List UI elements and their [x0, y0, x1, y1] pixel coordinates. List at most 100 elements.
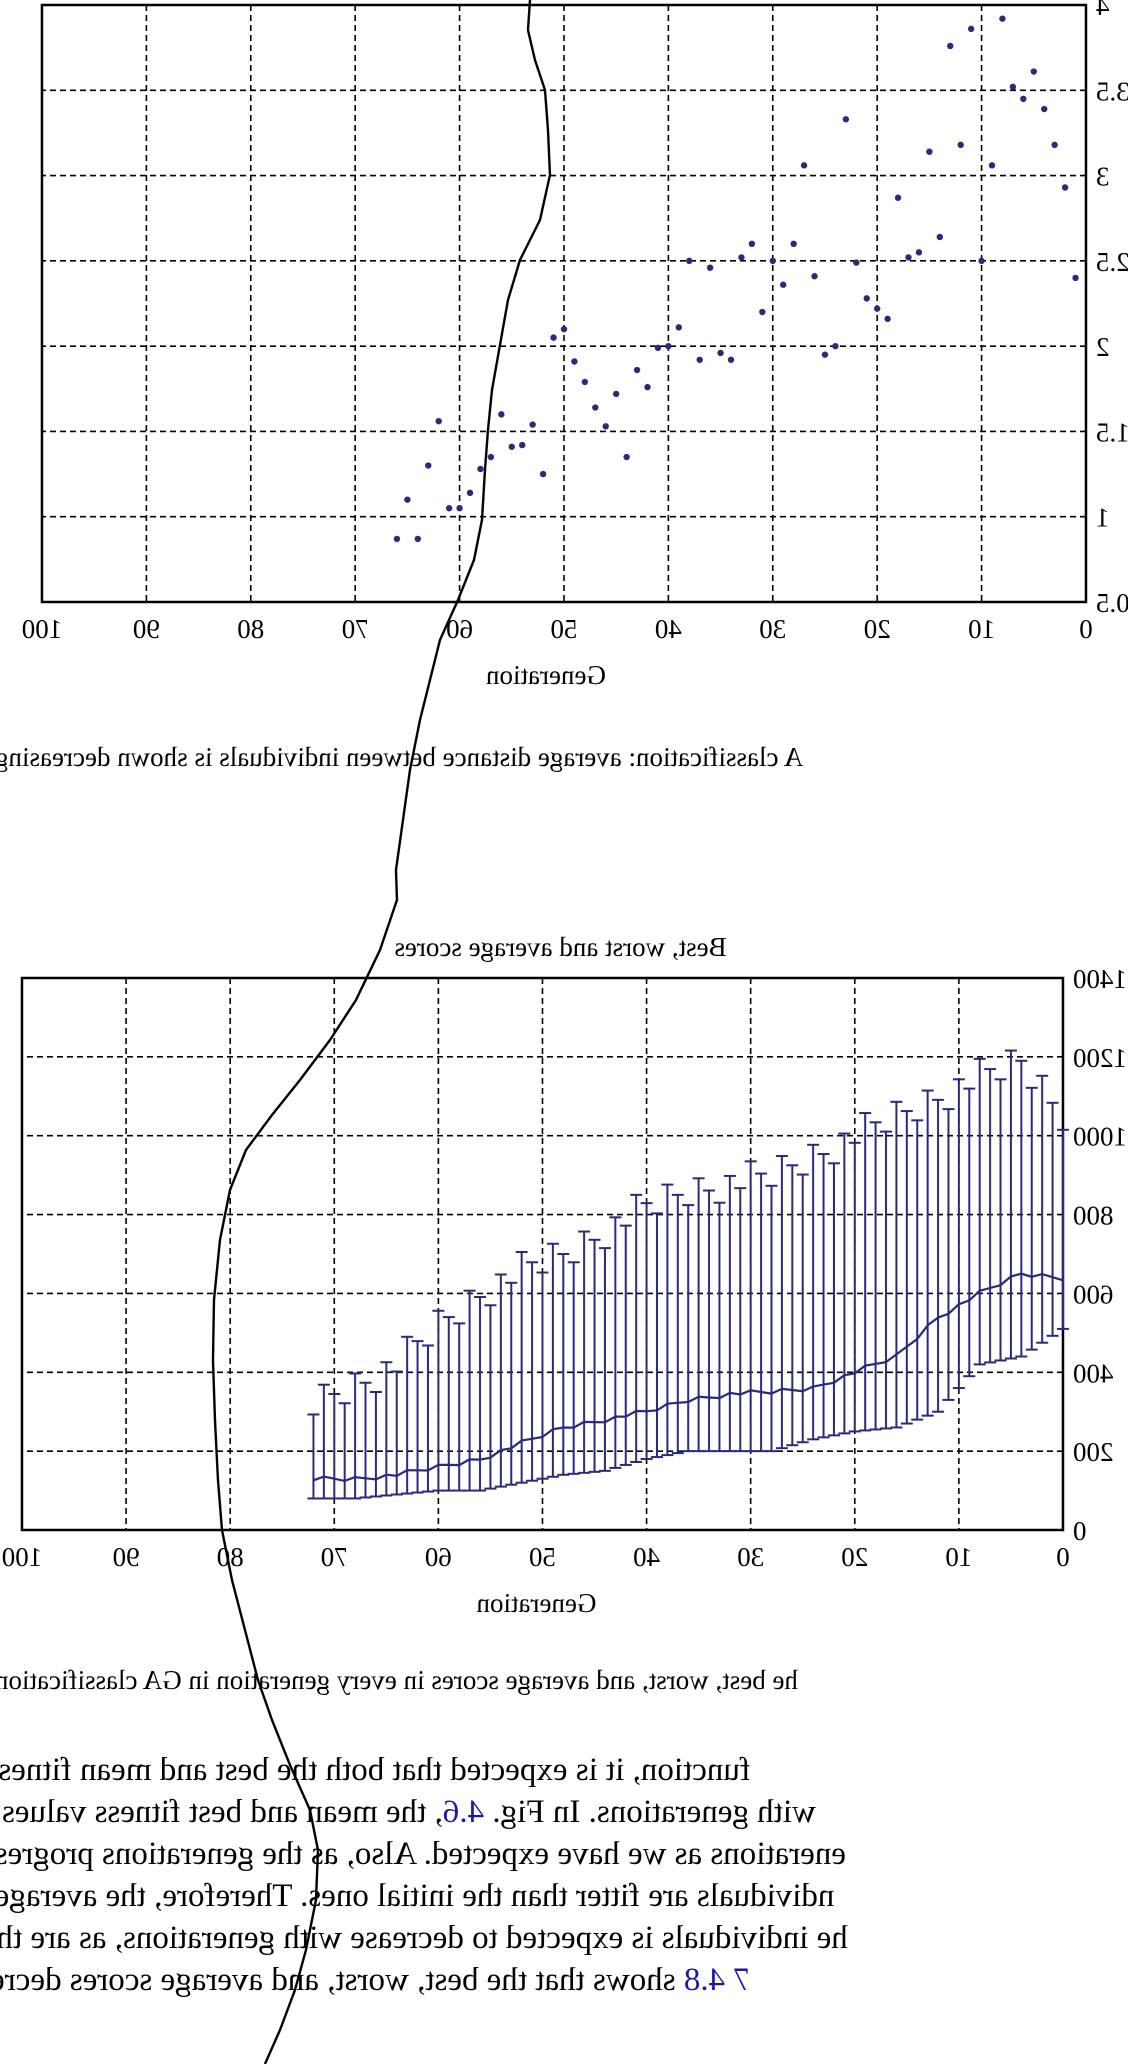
data-point — [915, 249, 923, 256]
data-point — [592, 404, 599, 411]
data-point — [414, 535, 422, 543]
data-point — [581, 378, 589, 386]
figure-scores-chart: Best, worst and average scores 0 10 20 30 40 5… — [2, 932, 1127, 1618]
data-point — [487, 453, 495, 461]
y-tick-label: 400 — [1073, 1358, 1114, 1388]
data-point — [748, 240, 756, 247]
data-point — [613, 390, 620, 398]
y-tick-label: 1.5 — [1096, 417, 1128, 447]
data-point — [738, 254, 745, 261]
x-tick-label: 60 — [425, 1542, 452, 1572]
data-point — [529, 421, 536, 428]
data-point — [696, 356, 703, 363]
data-point — [926, 148, 933, 155]
x-tick-label: 100 — [2, 1542, 43, 1572]
data-point — [477, 465, 484, 473]
y-tick-label: 2.5 — [1096, 247, 1128, 277]
data-point — [498, 411, 505, 418]
data-point — [894, 194, 902, 201]
data-point — [842, 116, 850, 123]
data-point — [1041, 105, 1048, 113]
data-point — [759, 308, 766, 316]
y-tick-label: 3 — [1096, 162, 1110, 192]
data-point — [425, 462, 432, 469]
x-tick-label: 20 — [864, 614, 891, 644]
data-point — [999, 15, 1006, 22]
x-tick-label: 80 — [237, 614, 264, 644]
data-point — [665, 342, 672, 350]
data-point — [686, 257, 693, 265]
data-point — [978, 257, 985, 265]
data-point — [1061, 184, 1069, 191]
data-point — [393, 535, 401, 543]
data-point — [706, 264, 714, 271]
x-tick-label: 30 — [737, 1542, 764, 1572]
data-point — [435, 417, 442, 425]
data-point — [466, 489, 474, 497]
y-tick-label: 0 — [1073, 1516, 1087, 1546]
data-point — [508, 443, 515, 450]
data-point — [863, 295, 870, 302]
data-point — [1051, 141, 1058, 149]
data-point — [633, 366, 641, 374]
x-tick-label: 90 — [113, 1542, 140, 1572]
x-tick-label: 0 — [1079, 614, 1093, 644]
data-point — [644, 383, 651, 391]
figure-distance-chart: 01020304050607080901000.511.522.533.54Ge… — [22, 0, 1128, 690]
data-point — [571, 358, 578, 365]
data-point — [832, 342, 839, 350]
plot-frame — [40, 3, 1088, 604]
data-point — [456, 504, 463, 512]
data-point — [550, 334, 557, 341]
data-point — [539, 470, 547, 478]
chart-title: Best, worst and average scores — [394, 932, 726, 962]
x-tick-label: 100 — [22, 614, 63, 644]
data-point — [654, 344, 662, 352]
y-tick-label: 1 — [1096, 503, 1110, 533]
y-tick-label: 4 — [1096, 0, 1110, 21]
data-point — [957, 141, 964, 149]
data-point — [874, 305, 881, 312]
y-tick-label: 2 — [1096, 332, 1110, 362]
data-point — [445, 504, 453, 512]
x-tick-label: 70 — [321, 1542, 348, 1572]
y-tick-label: 1000 — [1073, 1122, 1127, 1152]
data-point — [1030, 68, 1037, 75]
y-tick-label: 800 — [1073, 1201, 1114, 1231]
x-tick-label: 50 — [551, 614, 578, 644]
y-tick-label: 1200 — [1073, 1043, 1127, 1073]
data-point — [853, 259, 860, 266]
data-point — [884, 315, 891, 323]
data-point — [967, 25, 975, 33]
data-point — [936, 233, 944, 241]
data-point — [790, 240, 797, 247]
data-point — [404, 496, 411, 503]
data-point — [602, 423, 609, 430]
x-tick-label: 70 — [342, 614, 369, 644]
data-point — [560, 325, 568, 333]
x-axis-label: Generation — [486, 660, 606, 690]
data-point — [727, 356, 735, 363]
y-tick-label: 3.5 — [1096, 76, 1128, 106]
data-point — [905, 254, 912, 261]
tear-path — [211, 0, 552, 2064]
average-line — [313, 1272, 1064, 1483]
data-point — [780, 281, 787, 288]
x-tick-label: 40 — [655, 614, 682, 644]
data-point — [1009, 83, 1017, 91]
data-point — [1020, 95, 1027, 103]
x-tick-label: 0 — [1056, 1542, 1070, 1572]
data-point — [988, 162, 996, 169]
x-tick-label: 40 — [633, 1542, 660, 1572]
data-point — [769, 257, 776, 265]
y-tick-label: 600 — [1073, 1279, 1114, 1309]
y-tick-label: 200 — [1073, 1437, 1114, 1467]
data-point — [623, 453, 630, 461]
data-point — [800, 162, 808, 169]
y-tick-label: 1400 — [1073, 964, 1127, 994]
data-point — [1072, 274, 1079, 282]
x-axis-label: Generation — [476, 1588, 596, 1618]
x-tick-label: 30 — [759, 614, 786, 644]
data-point — [947, 42, 954, 50]
